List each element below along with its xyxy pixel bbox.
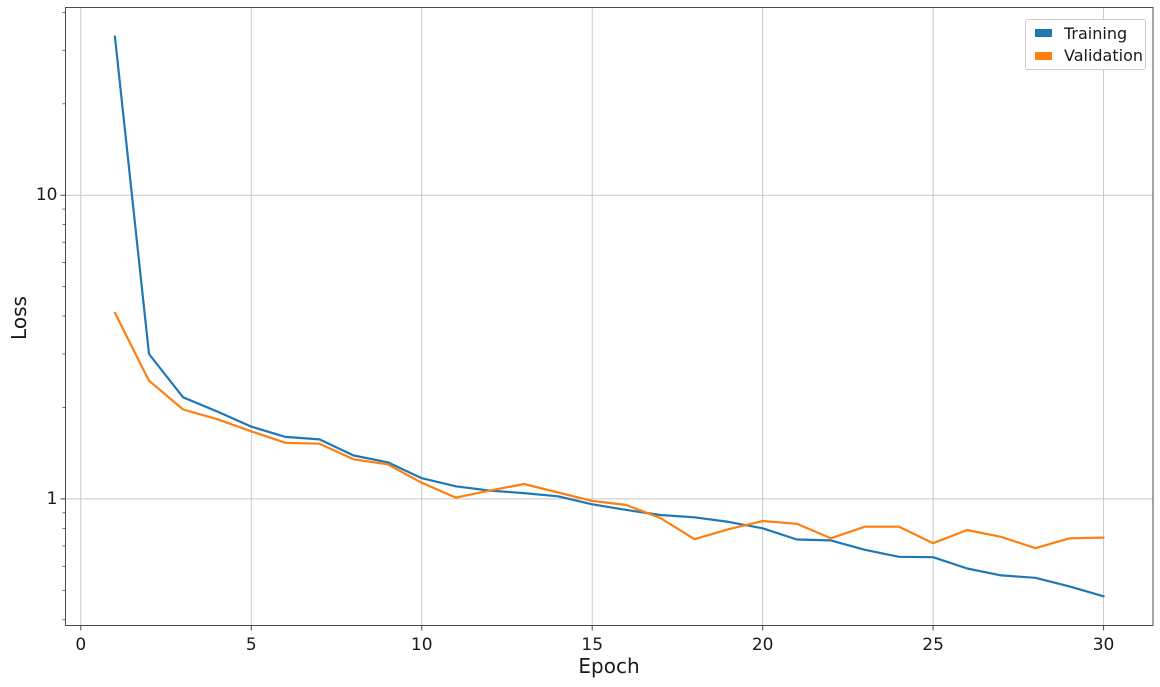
training-color-swatch <box>1035 29 1052 38</box>
validation-color-swatch <box>1035 51 1052 60</box>
legend: Training Validation <box>1025 19 1146 70</box>
plot-frame <box>65 7 1154 626</box>
legend-item-training: Training <box>1026 24 1145 43</box>
x-tick-label: 10 <box>410 634 433 655</box>
legend-item-validation: Validation <box>1026 46 1145 65</box>
legend-label-validation: Validation <box>1064 46 1144 66</box>
x-axis-label: Epoch <box>578 654 640 678</box>
y-axis-label: Loss <box>7 296 31 340</box>
x-tick-label: 20 <box>751 634 774 655</box>
legend-label-training: Training <box>1064 23 1128 43</box>
x-tick-label: 30 <box>1092 634 1115 655</box>
training-line <box>113 35 1105 598</box>
validation-line <box>113 311 1105 550</box>
y-tick-label: 10 <box>35 185 58 206</box>
x-tick-label: 5 <box>245 634 257 655</box>
y-tick-label: 1 <box>46 488 58 509</box>
x-tick-label: 0 <box>75 634 87 655</box>
x-tick-label: 15 <box>581 634 604 655</box>
x-tick-label: 25 <box>922 634 944 655</box>
